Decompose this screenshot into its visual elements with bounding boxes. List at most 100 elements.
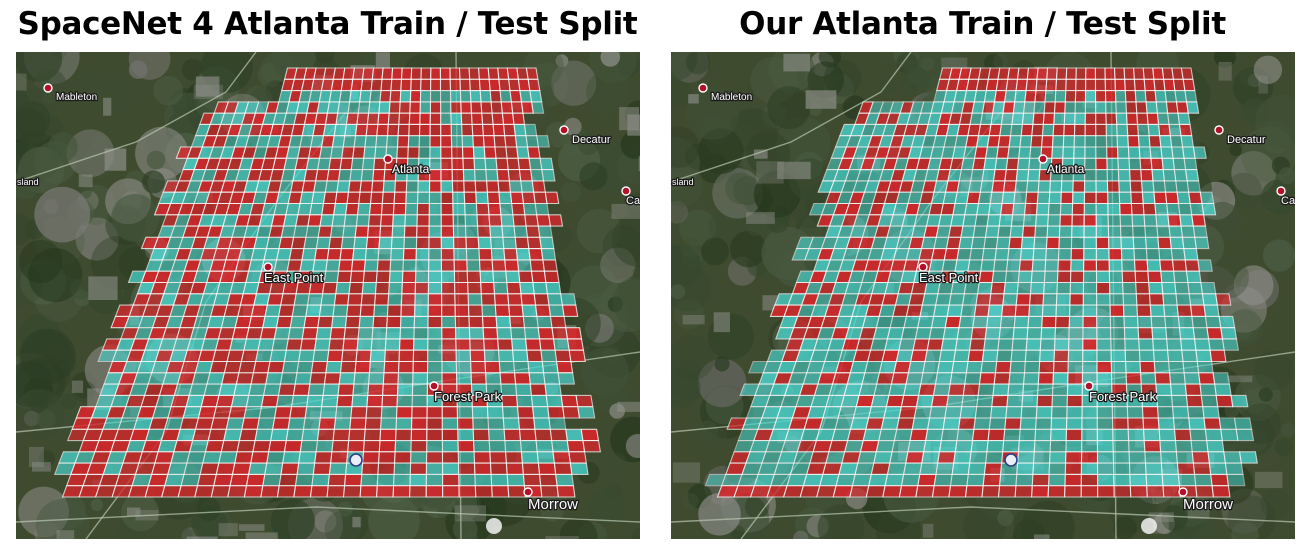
train-tile (981, 349, 999, 363)
train-tile (325, 360, 343, 374)
test-tile (235, 372, 255, 385)
place-name: Decatur (1227, 134, 1266, 146)
train-tile (557, 372, 576, 385)
place-label-partial-right[interactable]: Ca (1276, 186, 1295, 208)
test-tile (1004, 417, 1022, 430)
test-tile (440, 169, 453, 182)
test-tile (339, 248, 355, 261)
test-tile (487, 202, 502, 216)
test-tile (407, 146, 420, 159)
test-tile (317, 315, 334, 329)
test-tile (376, 259, 392, 272)
train-tile (528, 372, 546, 385)
place-label-atlanta[interactable]: Atlanta (1038, 154, 1086, 177)
train-tile (469, 90, 482, 103)
test-tile (472, 428, 490, 442)
place-label-east-point[interactable]: East Point (918, 262, 980, 286)
test-tile (210, 485, 231, 498)
train-tile (1047, 202, 1062, 216)
train-tile (1070, 236, 1085, 250)
train-tile (386, 135, 399, 148)
train-tile (474, 473, 493, 487)
train-tile (441, 417, 459, 430)
train-tile (413, 327, 429, 340)
test-tile (1146, 112, 1160, 125)
test-tile (495, 157, 509, 171)
satellite-map[interactable]: Mableton Decatur Atlanta East Point Forest P… (671, 52, 1295, 539)
test-tile (416, 225, 430, 238)
place-label-decatur[interactable]: Decatur (559, 125, 612, 147)
train-tile (981, 248, 998, 261)
test-tile (380, 214, 394, 227)
train-tile (452, 225, 467, 238)
train-tile (1033, 451, 1051, 464)
test-tile (1085, 78, 1097, 92)
train-tile (1007, 146, 1021, 159)
place-label-partial-left[interactable]: sland (16, 176, 40, 189)
train-tile (986, 214, 1002, 227)
test-tile (981, 485, 1001, 498)
train-tile (958, 236, 974, 250)
train-tile (487, 417, 505, 430)
train-tile (1147, 123, 1161, 137)
map-view[interactable]: Mableton Decatur Atlanta East Point Forest P… (16, 52, 640, 539)
test-tile (1114, 78, 1126, 92)
test-tile (327, 473, 347, 487)
test-tile (390, 78, 403, 92)
train-tile (1110, 327, 1126, 340)
test-tile (429, 112, 442, 125)
train-tile (1126, 406, 1144, 419)
place-label-decatur[interactable]: Decatur (1214, 125, 1267, 147)
test-tile (1065, 451, 1083, 464)
test-tile (379, 428, 397, 442)
train-tile (1096, 338, 1112, 351)
train-tile (976, 394, 994, 408)
train-tile (1044, 259, 1059, 272)
train-tile (1136, 315, 1153, 329)
train-tile (1064, 101, 1076, 114)
train-tile (271, 338, 289, 351)
place-label-mableton[interactable]: Mableton (43, 83, 98, 104)
test-tile (529, 383, 547, 396)
train-tile (1184, 90, 1198, 103)
train-tile (1175, 293, 1192, 306)
test-tile (1153, 78, 1166, 92)
place-label-atlanta[interactable]: Atlanta (383, 154, 431, 177)
place-label-partial-right[interactable]: Ca (621, 186, 640, 208)
place-label-partial-left[interactable]: sland (671, 176, 695, 189)
map-view[interactable]: Mableton Decatur Atlanta East Point Forest P… (671, 52, 1295, 539)
test-tile (1126, 123, 1139, 137)
test-tile (441, 428, 459, 442)
place-label-morrow[interactable]: Morrow (1178, 487, 1234, 514)
train-tile (1020, 236, 1036, 250)
train-tile (1033, 440, 1052, 453)
train-tile (450, 112, 463, 125)
train-tile (875, 440, 896, 453)
train-tile (264, 462, 284, 475)
train-tile (942, 417, 961, 430)
test-tile (1106, 146, 1119, 159)
train-tile (396, 383, 414, 396)
train-tile (1165, 327, 1182, 340)
test-tile (450, 101, 462, 114)
test-tile (1209, 349, 1227, 363)
place-label-forest-park[interactable]: Forest Park (429, 381, 503, 405)
train-tile (1145, 248, 1161, 261)
place-label-morrow[interactable]: Morrow (523, 487, 579, 514)
train-tile (1035, 214, 1049, 227)
satellite-map[interactable]: Mableton Decatur Atlanta East Point Forest P… (16, 52, 640, 539)
test-tile (526, 146, 541, 159)
place-label-mableton[interactable]: Mableton (698, 83, 753, 104)
train-tile (938, 440, 958, 453)
train-tile (439, 90, 452, 103)
place-label-east-point[interactable]: East Point (263, 262, 325, 286)
test-tile (339, 360, 357, 374)
test-tile (1053, 101, 1066, 114)
place-label-forest-park[interactable]: Forest Park (1084, 381, 1158, 405)
train-tile (1223, 451, 1242, 464)
train-tile (1194, 236, 1210, 250)
train-tile (1051, 394, 1068, 408)
test-tile (243, 485, 264, 498)
train-tile (1023, 360, 1041, 374)
test-tile (376, 123, 389, 137)
